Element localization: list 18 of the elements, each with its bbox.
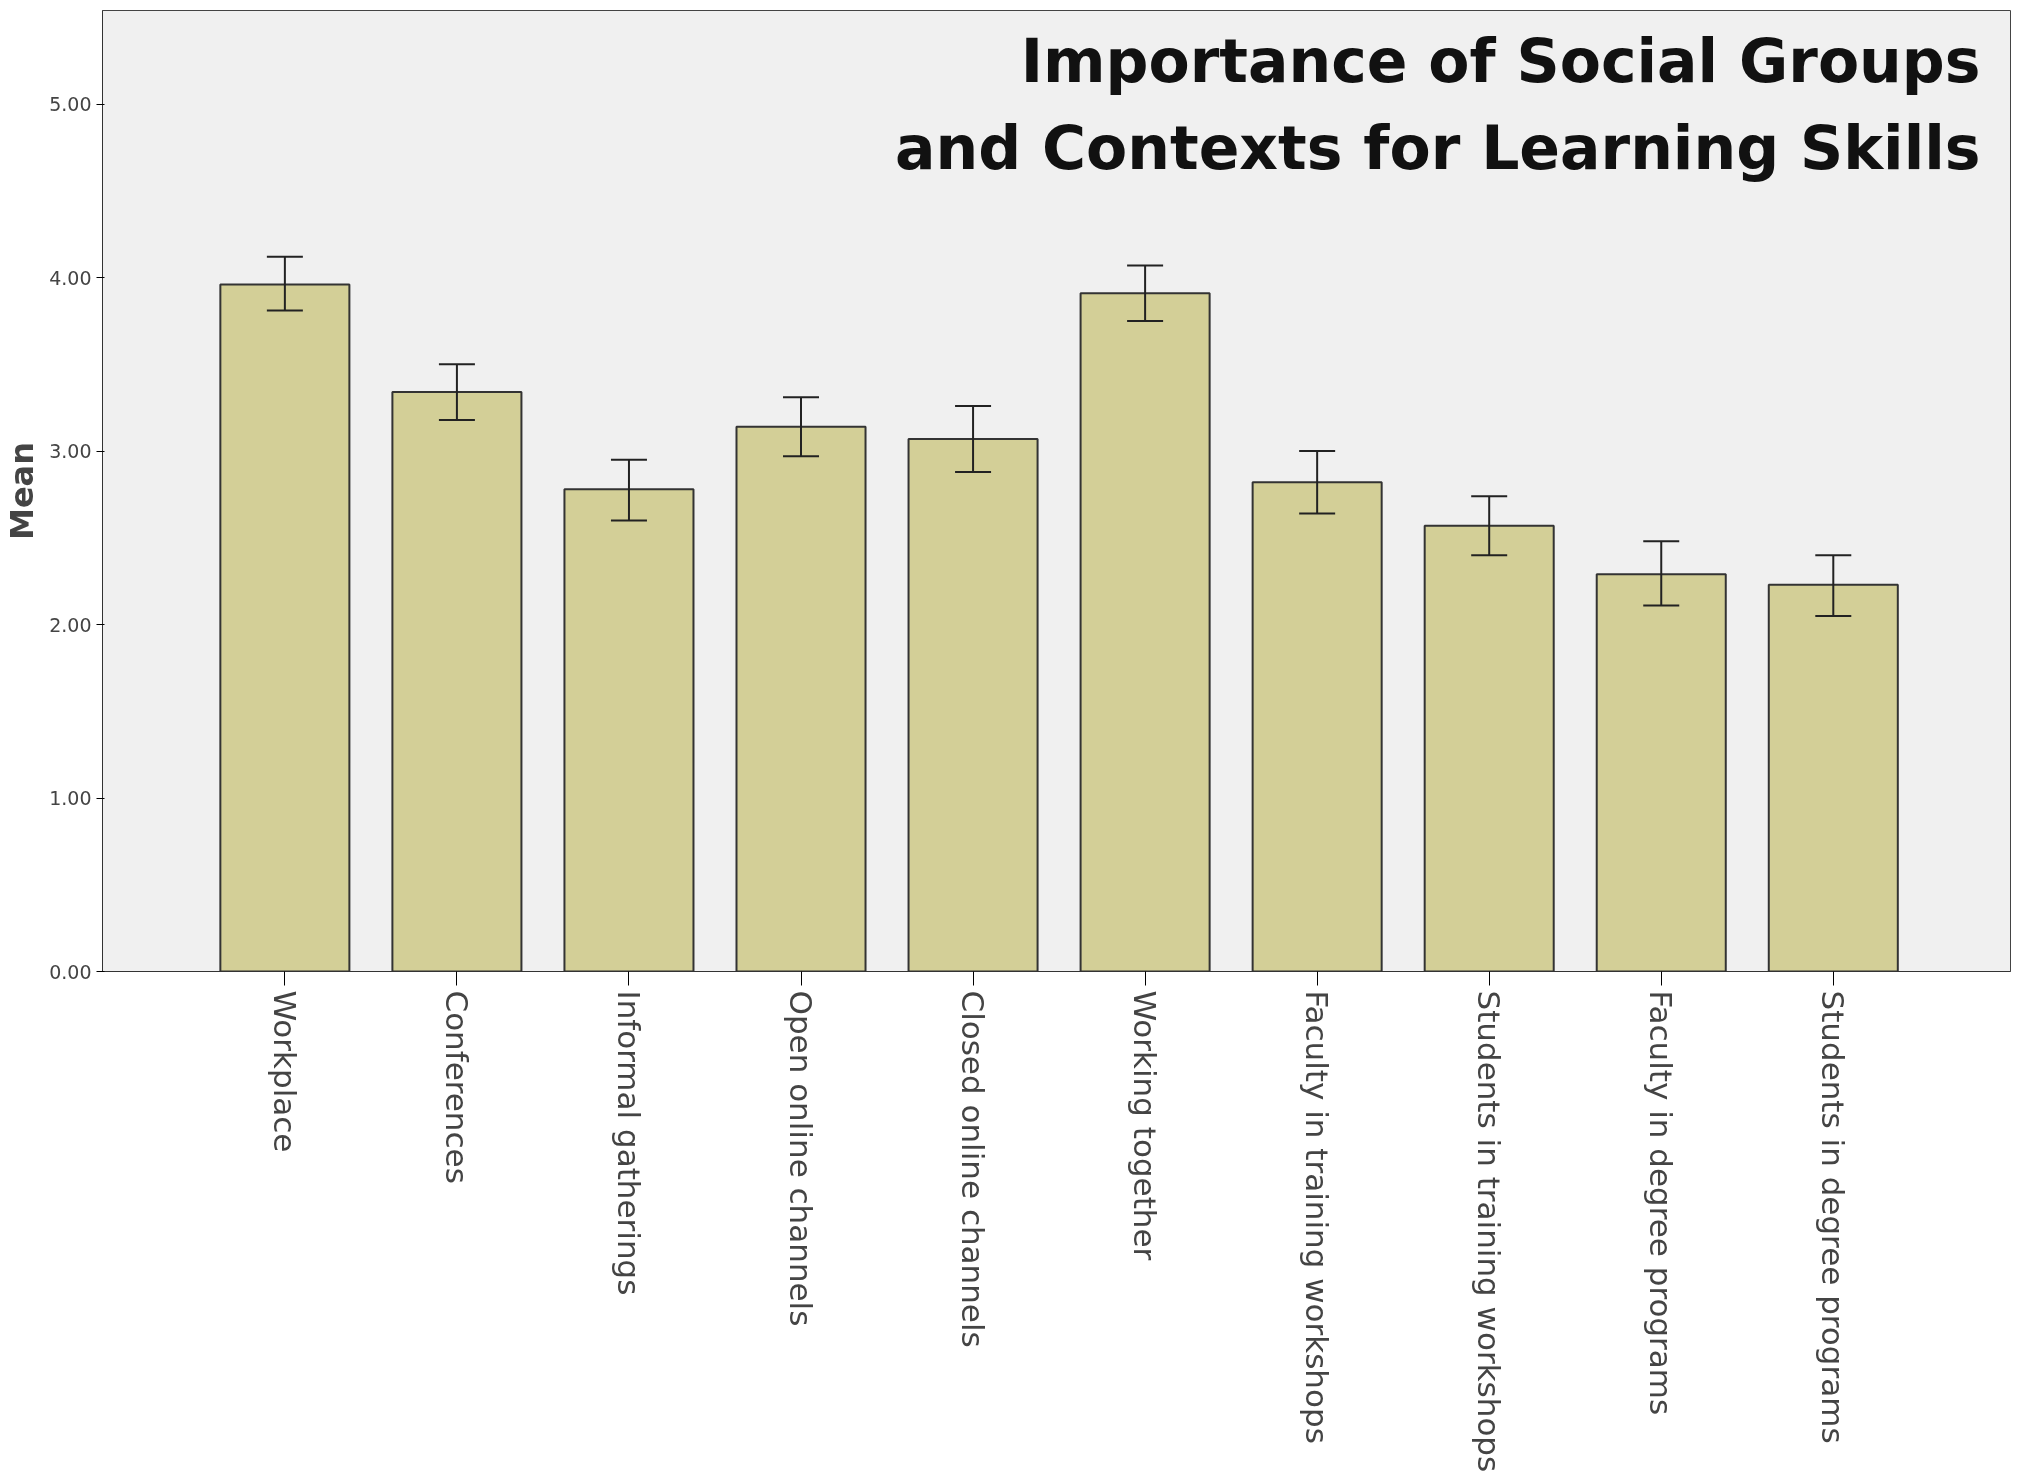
y-tick-label: 5.00: [49, 93, 92, 116]
x-tick-label: Faculty in degree programs: [1643, 990, 1680, 1416]
x-tick-label: Informal gatherings: [610, 990, 647, 1296]
x-tick-label: Students in degree programs: [1815, 990, 1852, 1444]
x-tick-label: Students in training workshops: [1471, 990, 1508, 1473]
y-tick-label: 2.00: [49, 613, 92, 636]
x-tick-label: Faculty in training workshops: [1299, 990, 1336, 1444]
x-tick-label: Working together: [1127, 990, 1164, 1261]
x-tick-label: Closed online channels: [955, 990, 992, 1348]
x-tick-label: Conferences: [438, 990, 475, 1184]
text: Importance of Social Groups and Contexts for Learning Skills: [894, 25, 1981, 183]
y-tick-label: 3.00: [49, 440, 92, 463]
x-tick-label: Open online channels: [783, 990, 820, 1327]
y-axis-title: Mean: [3, 442, 42, 540]
y-tick-label: 4.00: [49, 266, 92, 289]
y-tick-label: 0.00: [49, 960, 92, 983]
y-tick-label: 1.00: [49, 787, 92, 810]
x-tick-label: Workplace: [266, 990, 303, 1153]
